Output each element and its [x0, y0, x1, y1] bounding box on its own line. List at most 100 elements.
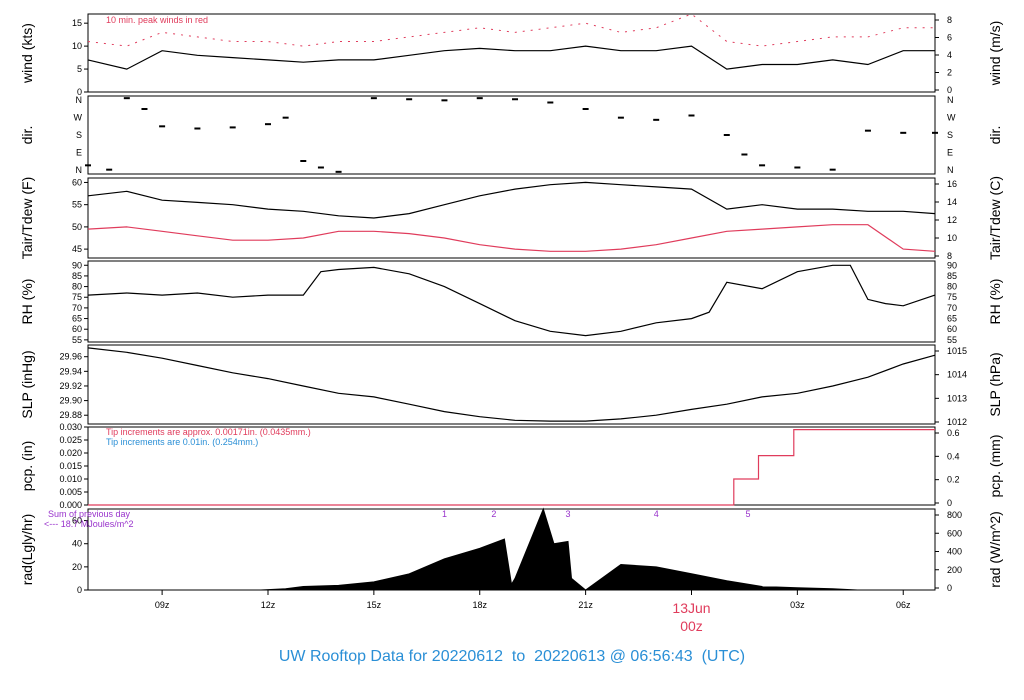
x-tick-label: 09z: [155, 600, 170, 610]
y-tick-label-right-rh: 70: [947, 303, 957, 313]
y-tick-label-pcp: 0.015: [59, 461, 82, 471]
y-tick-label-rh: 55: [72, 335, 82, 345]
annotation-pcp-0: Tip increments are approx. 0.00171in. (0…: [106, 427, 311, 437]
y-tick-label-slp: 29.90: [59, 396, 82, 406]
data-area-rad: [260, 507, 858, 591]
y-tick-label-slp: 29.92: [59, 381, 82, 391]
y-tick-label-right-wind: 6: [947, 33, 952, 43]
y-tick-label-right-rh: 60: [947, 324, 957, 334]
y-tick-label-right-rad: 600: [947, 528, 962, 538]
x-tick-label: 18z: [472, 600, 487, 610]
y-tick-label-right-slp: 1015: [947, 346, 967, 356]
data-point-dir: [123, 97, 130, 100]
y-tick-label-rh: 80: [72, 282, 82, 292]
data-point-dir: [85, 164, 91, 167]
y-tick-label-right-rh: 90: [947, 260, 957, 270]
annotation-wind: 10 min. peak winds in red: [106, 15, 208, 25]
y-tick-label-right-rad: 400: [947, 547, 962, 557]
data-line-rh-0: [87, 264, 936, 337]
y-tick-label-right-temp: 10: [947, 233, 957, 243]
y-axis-label-right-dir: dir.: [987, 126, 1003, 145]
y-axis-label-right-wind: wind (m/s): [987, 21, 1003, 87]
y-axis-label-temp: Tair/Tdew (F): [19, 177, 35, 259]
y-tick-label-right-rad: 200: [947, 565, 962, 575]
day-marker-4: 4: [654, 509, 659, 519]
data-point-dir: [547, 101, 554, 104]
y-tick-label-slp: 29.94: [59, 366, 82, 376]
y-tick-label-wind: 15: [72, 18, 82, 28]
data-point-dir: [194, 127, 201, 130]
y-tick-label-dir: E: [76, 148, 82, 158]
data-point-dir: [141, 108, 148, 110]
y-tick-label-slp: 29.96: [59, 352, 82, 362]
y-tick-label-temp: 45: [72, 244, 82, 254]
y-tick-label-rh: 85: [72, 271, 82, 281]
data-point-dir: [932, 131, 938, 134]
y-tick-label-right-dir: E: [947, 148, 953, 158]
data-point-dir: [317, 166, 324, 169]
data-point-dir: [229, 126, 236, 129]
y-tick-label-dir: N: [76, 95, 83, 105]
data-point-dir: [723, 134, 730, 136]
y-axis-label-right-temp: Tair/Tdew (C): [987, 176, 1003, 260]
y-tick-label-dir: N: [76, 165, 83, 175]
panel-frame-temp: [87, 177, 936, 259]
y-tick-label-right-wind: 2: [947, 68, 952, 78]
y-tick-label-right-dir: S: [947, 130, 953, 140]
x-tick-label: 03z: [790, 600, 805, 610]
panel-frame-dir: [87, 95, 936, 175]
y-tick-label-temp: 60: [72, 177, 82, 187]
y-axis-label-wind: wind (kts): [19, 23, 35, 84]
data-point-dir: [900, 131, 907, 134]
y-axis-label-dir: dir.: [19, 126, 35, 145]
y-tick-label-pcp: 0.030: [59, 422, 82, 432]
y-tick-label-pcp: 0.010: [59, 474, 82, 484]
y-tick-label-right-dir: N: [947, 95, 954, 105]
y-tick-label-right-pcp: 0: [947, 498, 952, 508]
y-tick-label-right-rh: 85: [947, 271, 957, 281]
y-tick-label-right-wind: 0: [947, 85, 952, 95]
y-axis-label-right-rad: rad (W/m^2): [987, 511, 1003, 588]
y-tick-label-right-rad: 0: [947, 583, 952, 593]
data-point-dir: [300, 160, 307, 162]
data-point-dir: [741, 153, 748, 156]
y-tick-label-right-temp: 12: [947, 215, 957, 225]
y-tick-label-right-slp: 1013: [947, 393, 967, 403]
y-tick-label-temp: 50: [72, 222, 82, 232]
y-tick-label-temp: 55: [72, 200, 82, 210]
panel-frame-rad: [87, 508, 936, 591]
y-axis-label-slp: SLP (inHg): [19, 350, 35, 418]
data-point-dir: [159, 125, 166, 128]
x-tick-label: 15z: [367, 600, 382, 610]
y-tick-label-right-rh: 75: [947, 292, 957, 302]
y-tick-label-right-rh: 80: [947, 282, 957, 292]
annotation-pcp-1: Tip increments are 0.01in. (0.254mm.): [106, 437, 258, 447]
annotation-rad-1: <--- 18.7 MJoules/m^2: [44, 519, 134, 529]
data-point-dir: [370, 97, 377, 100]
data-line-slp-0: [87, 347, 936, 422]
y-axis-label-pcp: pcp. (in): [19, 441, 35, 492]
y-tick-label-right-rh: 55: [947, 335, 957, 345]
data-point-dir: [476, 97, 483, 100]
data-line-temp-1: [87, 224, 936, 252]
y-tick-label-right-wind: 4: [947, 50, 952, 60]
data-point-dir: [864, 129, 871, 132]
data-line-wind-peak: [87, 13, 935, 47]
y-tick-label-dir: S: [76, 130, 82, 140]
y-tick-label-right-wind: 8: [947, 15, 952, 25]
y-tick-label-rad: 60: [72, 516, 82, 526]
day-marker-3: 3: [565, 509, 570, 519]
date-marker-time: 00z: [680, 618, 703, 634]
y-axis-label-right-rh: RH (%): [987, 279, 1003, 325]
y-tick-label-rad: 40: [72, 539, 82, 549]
y-tick-label-wind: 5: [77, 64, 82, 74]
y-tick-label-rad: 20: [72, 562, 82, 572]
y-tick-label-right-dir: N: [947, 165, 954, 175]
data-point-dir: [264, 123, 271, 126]
y-tick-label-wind: 10: [72, 41, 82, 51]
day-marker-5: 5: [745, 509, 750, 519]
data-line-wind-0: [87, 45, 935, 70]
data-point-dir: [335, 170, 342, 173]
data-point-dir: [759, 164, 766, 167]
